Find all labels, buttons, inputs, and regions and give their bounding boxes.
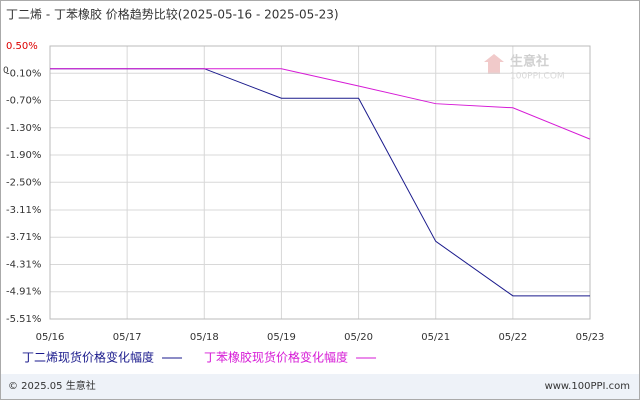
legend-label: 丁二烯现货价格变化幅度 <box>22 350 154 365</box>
footer-bg <box>1 374 639 399</box>
source: www.100PPI.com <box>545 381 630 392</box>
x-tick-label: 05/20 <box>344 332 373 343</box>
x-tick-label: 05/16 <box>36 332 65 343</box>
y-tick-label: -5.51% <box>6 314 41 325</box>
x-tick-label: 05/18 <box>190 332 219 343</box>
x-tick-label: 05/22 <box>498 332 527 343</box>
zero-label: 0 <box>3 66 9 76</box>
y-tick-label: -0.70% <box>6 96 41 107</box>
y-tick-label: -4.91% <box>6 287 41 298</box>
watermark-name: 生意社 <box>510 54 549 70</box>
plot-border <box>49 45 591 320</box>
x-tick-label: 05/17 <box>113 332 142 343</box>
watermark: 生意社 100PPI.COM <box>484 54 565 82</box>
y-tick-label: -4.31% <box>6 259 41 270</box>
y-tick-label: -0.10% <box>6 68 41 79</box>
x-tick-label: 05/23 <box>576 332 605 343</box>
chart-title: 丁二烯 - 丁苯橡胶 价格趋势比较(2025-05-16 - 2025-05-2… <box>6 7 339 22</box>
copyright: © 2025.05 生意社 <box>8 379 96 392</box>
legend-label: 丁苯橡胶现货价格变化幅度 <box>204 350 348 365</box>
logo <box>484 54 504 74</box>
y-tick-label: -1.90% <box>6 150 41 161</box>
y-tick-label: -3.71% <box>6 232 41 243</box>
series-line <box>50 68 591 140</box>
y-tick-label: 0.50% <box>6 41 38 52</box>
y-tick-label: -3.11% <box>6 205 41 216</box>
y-tick-label: -1.30% <box>6 123 41 134</box>
x-tick-label: 05/19 <box>267 332 296 343</box>
watermark-site: 100PPI.COM <box>510 72 565 82</box>
x-tick-label: 05/21 <box>421 332 450 343</box>
y-tick-label: -2.50% <box>6 177 41 188</box>
